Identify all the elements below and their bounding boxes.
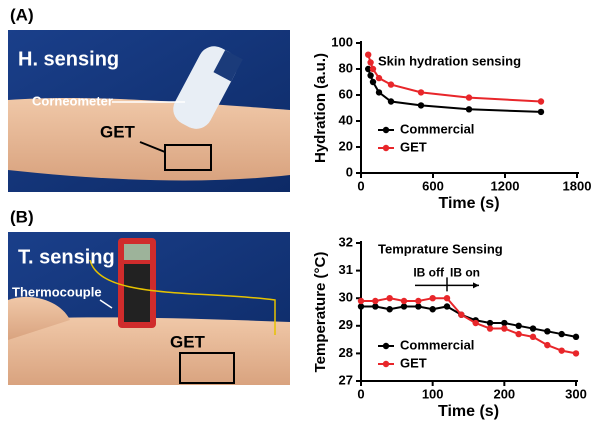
- x-tick-label: 1200: [491, 178, 520, 193]
- x-tick-label: 200: [493, 386, 515, 401]
- marker: [429, 306, 436, 313]
- x-axis-label: Time (s): [438, 403, 499, 420]
- marker: [529, 333, 537, 341]
- legend-marker: [382, 360, 390, 368]
- marker: [387, 81, 395, 88]
- chart-title: Temprature Sensing: [378, 241, 503, 256]
- marker: [367, 59, 374, 66]
- photo-caption: H. sensing: [18, 48, 119, 70]
- marker: [558, 330, 565, 338]
- photo-label: GET: [100, 122, 136, 141]
- marker: [537, 108, 545, 116]
- photo-label: GET: [170, 332, 206, 351]
- photo-caption: T. sensing: [18, 246, 115, 268]
- marker: [369, 65, 377, 73]
- marker: [537, 98, 545, 105]
- x-tick-label: 0: [357, 386, 364, 401]
- annotation: IB off: [413, 266, 445, 280]
- marker: [365, 51, 372, 58]
- marker: [365, 65, 372, 73]
- marker: [357, 303, 365, 310]
- marker: [415, 297, 422, 305]
- y-tick-label: 40: [339, 112, 353, 127]
- y-tick-label: 30: [339, 290, 353, 305]
- photo-b: [8, 232, 290, 385]
- legend-label: Commercial: [400, 337, 474, 352]
- y-tick-label: 0: [346, 164, 353, 179]
- series-line: [361, 305, 577, 338]
- marker: [443, 295, 451, 302]
- annotation: IB on: [450, 266, 480, 280]
- x-axis-label: Time (s): [438, 195, 499, 212]
- chart-title: Skin hydration sensing: [378, 53, 521, 68]
- photo-label: Thermocouple: [12, 284, 102, 299]
- marker: [515, 330, 522, 338]
- marker: [372, 297, 379, 305]
- marker: [417, 89, 425, 96]
- series-line: [361, 297, 577, 355]
- y-tick-label: 32: [339, 234, 353, 249]
- marker: [465, 94, 473, 101]
- annotation-arrowhead: [473, 282, 479, 289]
- marker: [372, 303, 379, 310]
- photo-a: [8, 30, 290, 192]
- marker: [486, 325, 494, 332]
- panel-label: (B): [10, 207, 34, 226]
- y-tick-label: 31: [339, 262, 353, 277]
- y-tick-label: 100: [331, 34, 353, 49]
- legend-label: GET: [400, 355, 427, 370]
- y-axis-label: Hydration (a.u.): [312, 53, 329, 163]
- legend-marker: [382, 126, 390, 134]
- x-tick-label: 1800: [563, 178, 592, 193]
- legend-marker: [382, 342, 390, 350]
- y-tick-label: 28: [339, 345, 353, 360]
- marker: [415, 303, 422, 310]
- legend-label: Commercial: [400, 121, 474, 136]
- marker: [375, 89, 383, 96]
- legend-marker: [382, 144, 390, 152]
- photo-label: Corneometer: [32, 93, 113, 108]
- y-tick-label: 27: [339, 372, 353, 387]
- marker: [529, 325, 537, 332]
- marker: [544, 341, 551, 349]
- marker: [558, 347, 565, 354]
- marker: [572, 333, 580, 341]
- y-tick-label: 80: [339, 60, 353, 75]
- y-axis-label: Temperature (°C): [312, 252, 329, 373]
- marker: [458, 311, 465, 318]
- marker: [367, 72, 374, 79]
- marker: [386, 295, 393, 302]
- y-tick-label: 29: [339, 317, 353, 332]
- series-line: [367, 68, 542, 113]
- marker: [515, 322, 522, 329]
- marker: [465, 106, 473, 113]
- x-tick-label: 0: [357, 178, 364, 193]
- y-tick-label: 60: [339, 86, 353, 101]
- panel-label: (A): [10, 5, 34, 24]
- marker: [386, 306, 393, 313]
- x-tick-label: 600: [422, 178, 444, 193]
- marker: [472, 319, 479, 327]
- marker: [375, 74, 383, 82]
- marker: [400, 303, 408, 310]
- legend-label: GET: [400, 139, 427, 154]
- marker: [417, 102, 425, 109]
- marker: [572, 350, 580, 357]
- marker: [486, 319, 494, 327]
- x-tick-label: 100: [422, 386, 444, 401]
- marker: [387, 98, 395, 105]
- y-tick-label: 20: [339, 138, 353, 153]
- marker: [357, 297, 365, 305]
- marker: [544, 328, 551, 335]
- marker: [501, 325, 508, 332]
- x-tick-label: 300: [565, 386, 587, 401]
- marker: [501, 319, 508, 327]
- marker: [443, 303, 451, 310]
- marker: [429, 295, 436, 302]
- marker: [369, 78, 377, 86]
- marker: [400, 297, 408, 305]
